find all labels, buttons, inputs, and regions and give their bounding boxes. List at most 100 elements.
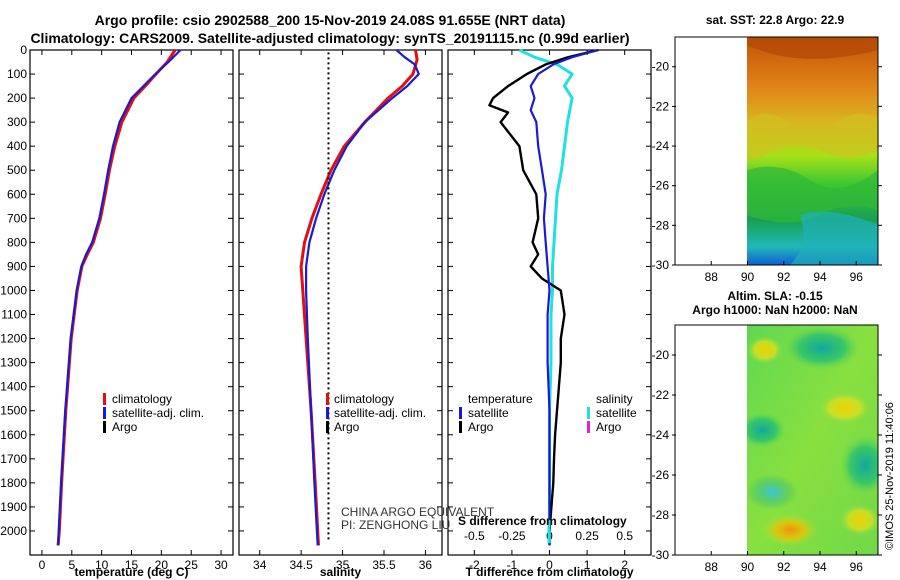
series-line-t-argo [488,48,599,532]
x-tick-label: 0 [546,558,553,572]
legend-argo: Argo [334,420,360,434]
x-tick-label: 20 [155,558,169,572]
s-tick-label: -0.25 [498,529,526,543]
x-tick-label: 25 [185,558,199,572]
x-tick-label: 15 [125,558,139,572]
sla-map-title1: Altim. SLA: -0.15 [727,289,823,303]
series-line-satellite-adj-clim- [305,49,420,546]
x-tick-label: 35 [336,558,350,572]
y-tick-label: 1700 [0,452,27,466]
y-tick-label: 400 [7,139,27,153]
x-tick-label: 1 [584,558,591,572]
y-tick-label: 300 [7,115,27,129]
s-tick-label: 0.5 [616,529,633,543]
map-lon-label: 92 [777,270,791,284]
map-lat-label: -30 [652,548,670,562]
legend-swatch-argo [326,421,329,433]
sst-map-frame [674,36,879,266]
map-lat-label: -22 [652,99,670,113]
y-tick-label: 1300 [0,356,27,370]
map-lat-label: -20 [652,60,670,74]
sst-map-title: sat. SST: 22.8 Argo: 22.9 [706,13,845,27]
map-lat-label: -24 [652,139,670,153]
chart-title-line1: Argo profile: csio 2902588_200 15-Nov-20… [94,12,566,28]
sst-map-image [747,37,878,265]
legend-satellite-adj: satellite-adj. clim. [112,406,204,420]
map-lon-label: 90 [741,560,755,574]
legend-s-argo: Argo [596,420,622,434]
x-axis-label: T difference from climatology [465,565,633,579]
legend-swatch-climatology [103,393,106,405]
y-tick-label: 1400 [0,380,27,394]
y-tick-label: 700 [7,211,27,225]
map-lon-label: 88 [705,270,719,284]
legend-satellite-adj: satellite-adj. clim. [334,406,426,420]
series-line-satellite-adj-clim- [57,49,182,546]
y-tick-label: 200 [7,91,27,105]
x-axis-label: temperature (deg C) [74,565,188,579]
y-tick-label: 1600 [0,428,27,442]
y-tick-label: 1800 [0,476,27,490]
map-lon-label: 94 [813,560,827,574]
map-lat-label: -28 [652,218,670,232]
map-lon-label: 96 [850,270,864,284]
map-lat-label: -26 [652,468,670,482]
legend-swatch-s-argo [587,421,590,433]
y-tick-label: 1100 [1,308,27,322]
y-tick-label: 0 [20,43,27,57]
y-tick-label: 1900 [0,500,27,514]
x-axis-label: salinity [320,565,362,579]
map-lat-label: -20 [652,348,670,362]
x-tick-label: 0 [39,558,46,572]
difference-legend: temperature satellite Argo salinity sate… [459,392,637,434]
legend-climatology: climatology [334,392,394,406]
imos-watermark: ©IMOS 25-Nov-2019 11:40:06 [884,402,896,550]
legend-argo: Argo [112,420,138,434]
map-lat-label: -22 [652,388,670,402]
y-tick-label: 1500 [0,404,27,418]
map-lon-label: 92 [777,560,791,574]
map-lat-label: -30 [652,258,670,272]
s-difference-label: S difference from climatology [458,514,627,528]
map-lat-label: -28 [652,508,670,522]
y-tick-label: 600 [7,187,27,201]
y-tick-label: 2000 [0,524,27,538]
legend-climatology: climatology [112,392,172,406]
chart-title-line2: Climatology: CARS2009. Satellite-adjuste… [30,30,630,46]
s-tick-label: -0.5 [464,529,485,543]
y-tick-label: 800 [7,235,27,249]
x-tick-label: 10 [95,558,109,572]
pi-note: PI: ZENGHONG LIU [341,518,450,532]
legend-swatch-satellite [103,407,106,419]
x-tick-label: 34.5 [289,558,313,572]
map-lon-label: 90 [741,270,755,284]
sla-map-title2: Argo h1000: NaN h2000: NaN [692,303,857,317]
x-tick-label: 35.5 [372,558,396,572]
legend-salinity-heading: salinity [596,392,633,406]
map-lat-label: -26 [652,179,670,193]
map-lat-label: -24 [652,428,670,442]
y-tick-label: 500 [7,163,27,177]
legend-swatch-climatology [326,393,329,405]
legend-t-argo: Argo [468,420,494,434]
plot-axes: 0100200300400500600700800900100011001200… [0,43,651,579]
legend-swatch-argo [103,421,106,433]
x-tick-label: 34 [253,558,267,572]
s-tick-label: 0.25 [575,529,599,543]
salinity-panel-frame [238,49,443,556]
legend-s-satellite: satellite [596,406,637,420]
sla-map-frame [674,324,879,556]
sla-map-image [747,325,878,555]
y-tick-label: 1000 [0,283,27,297]
map-lon-label: 94 [813,270,827,284]
legend-swatch-t-argo [459,421,462,433]
x-tick-label: -1 [507,558,518,572]
y-tick-label: 100 [7,67,27,81]
x-tick-label: 5 [68,558,75,572]
temperature-legend: climatology satellite-adj. clim. Argo [103,392,204,434]
legend-swatch-s-satellite [587,407,590,419]
map-lon-label: 96 [850,560,864,574]
legend-temperature-heading: temperature [468,392,533,406]
y-tick-label: 900 [7,259,27,273]
